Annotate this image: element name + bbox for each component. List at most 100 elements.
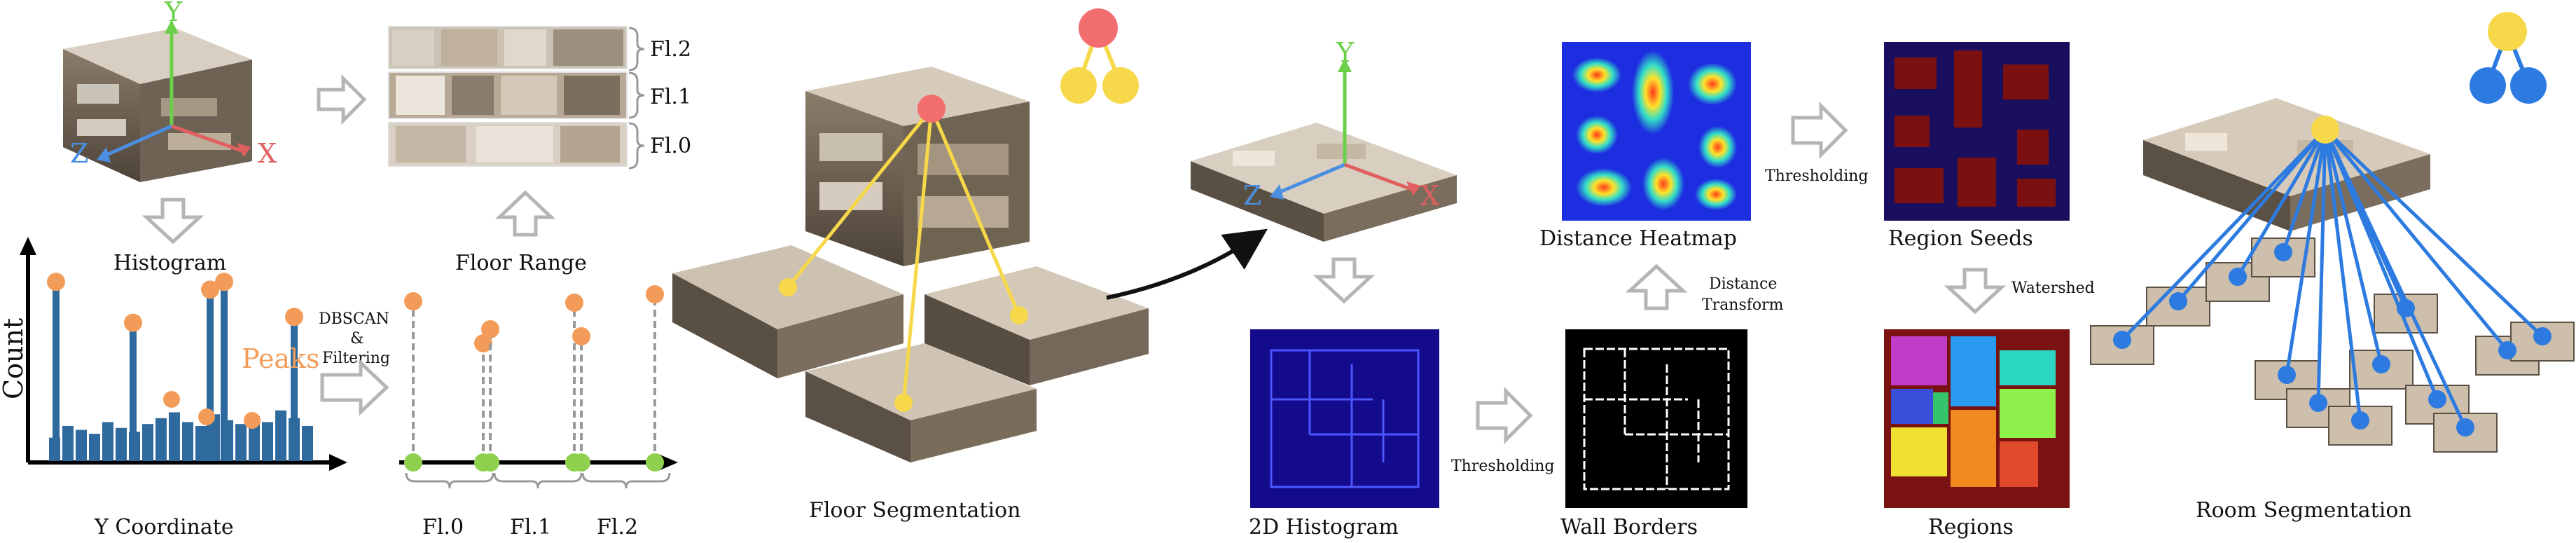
histogram-chart — [20, 237, 347, 471]
axis-gizmo-2: Y Z X — [1243, 37, 1439, 211]
fl2-range-label: Fl.2 — [597, 515, 638, 539]
room-link — [2177, 128, 2327, 303]
wall-borders-label: Wall Borders — [1560, 515, 1698, 539]
hist-bar — [275, 410, 286, 461]
tree-icon-yellow — [2470, 12, 2547, 104]
floor-segmentation-label: Floor Segmentation — [809, 498, 1020, 523]
histogram-label: Histogram — [113, 251, 226, 275]
floor-range-label: Floor Range — [455, 251, 587, 275]
room-node — [2229, 268, 2247, 286]
hist2d-label: 2D Histogram — [1249, 515, 1399, 539]
dbscan-label: DBSCAN — [319, 310, 389, 328]
floor-range-plot — [399, 285, 678, 489]
peak-marker — [215, 273, 233, 291]
room-node — [2428, 390, 2446, 408]
arrow-up-floor-range — [494, 190, 556, 237]
arrow-down-1 — [141, 198, 205, 245]
fl0-range-label: Fl.0 — [422, 515, 464, 539]
room-segmentation-label: Room Segmentation — [2196, 498, 2412, 523]
y-coordinate-label: Y Coordinate — [94, 515, 234, 539]
room-node — [2498, 341, 2516, 359]
watershed-label: Watershed — [2011, 280, 2095, 297]
house-3d-axes — [63, 28, 252, 182]
red-node-house — [917, 95, 946, 123]
floor-base-marker — [646, 453, 664, 472]
room-link — [2323, 129, 2383, 365]
regions-image — [1884, 329, 2070, 508]
floor-peak-marker — [565, 294, 583, 312]
region-seeds-label: Region Seeds — [1888, 226, 2033, 251]
yellow-node-floor-a — [779, 278, 797, 296]
room-tree-lines — [2090, 128, 2575, 453]
floor-peak-marker — [646, 285, 664, 303]
fl1-range-label: Fl.1 — [510, 515, 551, 539]
floor-base-marker — [404, 453, 422, 472]
hist-bar — [102, 422, 113, 461]
room-node — [2278, 366, 2296, 384]
floor-base-marker — [572, 453, 590, 472]
floor-peak-marker — [572, 327, 590, 345]
axis-label-y-1: Y — [164, 0, 183, 27]
room-link — [2324, 128, 2509, 352]
floor-room-segmentation — [2143, 98, 2430, 231]
hist-peak-bar — [291, 317, 298, 461]
hist-bar — [116, 427, 127, 461]
room-node — [2397, 299, 2415, 317]
peaks-label: Peaks — [242, 343, 320, 374]
transform-label: Transform — [1702, 296, 1784, 314]
hist-bar — [169, 412, 180, 461]
arrow-up-distance — [1625, 263, 1688, 310]
room-node — [2351, 411, 2369, 429]
axis-label-z-1: Z — [70, 138, 88, 169]
yellow-node-floor-c — [894, 394, 913, 412]
room-node — [2309, 394, 2327, 412]
hist-bar — [76, 429, 87, 461]
peak-marker — [163, 391, 180, 408]
thresholding-label-2: Thresholding — [1765, 167, 1869, 185]
peak-marker — [124, 313, 142, 332]
room-node — [2456, 418, 2474, 437]
room-link — [2323, 128, 2467, 429]
distance-heatmap-label: Distance Heatmap — [1539, 226, 1737, 251]
yellow-node-floor-b — [1010, 306, 1028, 324]
hist-bar — [155, 418, 167, 461]
peak-marker — [198, 408, 215, 425]
hist-bar — [89, 434, 100, 461]
arrow-right-threshold — [1476, 386, 1533, 445]
hist-peak-bar — [221, 282, 228, 461]
floor-base-marker — [481, 453, 499, 472]
axis-label-y-2: Y — [1336, 37, 1355, 68]
hist-bar — [182, 422, 193, 461]
floor-3d-axes — [1191, 123, 1457, 242]
axis-label-x-2: X — [1420, 180, 1439, 211]
distance-label: Distance — [1709, 275, 1777, 293]
floor-tree-lines — [787, 107, 1021, 404]
room-node — [2372, 355, 2390, 373]
hist-bar — [195, 425, 207, 461]
room-node — [2169, 292, 2187, 310]
floor-peak-marker — [404, 292, 422, 310]
count-axis-label: Count — [0, 318, 29, 399]
brace-fl2 — [581, 472, 671, 489]
brace-fl1 — [493, 472, 583, 489]
distance-heatmap-image — [1562, 42, 1751, 221]
hist-bar — [142, 424, 153, 461]
floor-slices — [388, 26, 628, 167]
hist-peak-bar — [207, 289, 214, 461]
floor-braces — [628, 27, 645, 170]
thresholding-label-1: Thresholding — [1451, 458, 1555, 475]
floor-peak-marker — [474, 334, 492, 352]
filtering-label: Filtering — [322, 350, 390, 367]
peak-marker — [285, 308, 303, 327]
peak-marker — [201, 280, 219, 299]
axis-label-z-2: Z — [1243, 180, 1261, 211]
hist-peak-bar — [53, 282, 60, 461]
floor-label-fl2: Fl.2 — [650, 37, 691, 62]
arrow-right-dbscan — [320, 359, 389, 416]
curved-arrow — [1106, 228, 1268, 300]
room-link — [2323, 129, 2439, 400]
region-seeds-image — [1884, 42, 2070, 221]
room-link — [2121, 128, 2327, 341]
brace-fl0 — [405, 472, 494, 489]
